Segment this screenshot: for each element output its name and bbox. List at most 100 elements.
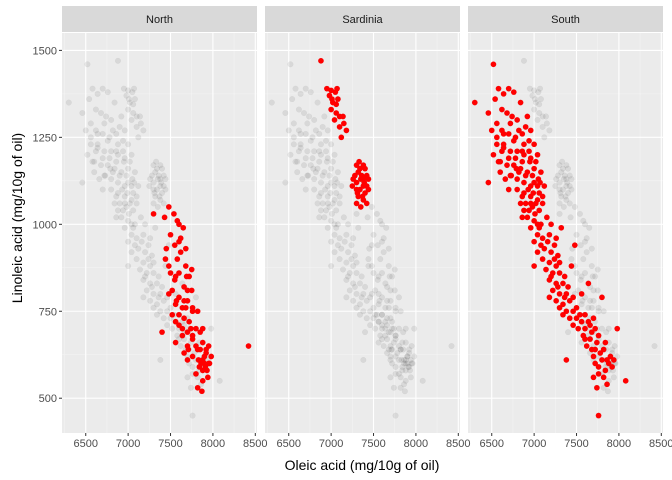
background-point (578, 301, 585, 308)
background-point (329, 200, 336, 207)
highlight-point (179, 325, 186, 332)
highlight-point (163, 245, 170, 252)
highlight-point (527, 158, 533, 165)
highlight-point (519, 148, 526, 155)
background-point (137, 120, 144, 127)
background-point (87, 141, 94, 148)
highlight-point (570, 308, 576, 315)
background-point (353, 210, 360, 217)
background-point (131, 85, 138, 92)
highlight-point (324, 85, 330, 92)
highlight-point (201, 353, 208, 360)
background-point (114, 151, 122, 158)
background-point (300, 109, 308, 117)
background-point (406, 349, 413, 357)
background-point (391, 287, 398, 294)
highlight-point (539, 235, 546, 242)
background-point (573, 231, 580, 238)
highlight-point (331, 117, 338, 123)
background-point (580, 217, 587, 224)
background-point (157, 182, 164, 190)
highlight-point (172, 273, 179, 280)
highlight-point (189, 332, 196, 339)
background-point (129, 89, 136, 96)
background-point (135, 182, 142, 190)
highlight-point (494, 141, 500, 148)
background-point (356, 311, 364, 318)
background-point (581, 269, 589, 277)
highlight-point (505, 131, 512, 137)
background-point (387, 356, 394, 364)
highlight-point (541, 183, 548, 189)
background-point (84, 61, 91, 68)
highlight-point (594, 384, 600, 391)
highlight-point (519, 131, 526, 137)
background-point (343, 294, 350, 301)
highlight-point (195, 357, 202, 363)
highlight-point (176, 270, 182, 276)
background-point (581, 294, 589, 301)
highlight-point (490, 151, 497, 158)
background-point (603, 329, 610, 336)
background-point (114, 57, 122, 64)
background-point (385, 329, 392, 336)
highlight-point (507, 120, 514, 127)
highlight-points (318, 58, 372, 210)
background-point (282, 109, 289, 117)
background-point (411, 353, 418, 360)
background-point (558, 193, 565, 200)
background-point (130, 189, 137, 197)
background-point (87, 134, 94, 141)
background-point (336, 256, 343, 263)
background-point (147, 280, 154, 287)
highlight-point (184, 357, 191, 363)
highlight-point (194, 308, 201, 315)
background-point (375, 339, 382, 346)
background-point (150, 304, 157, 311)
highlight-point (504, 110, 510, 116)
highlight-point (179, 332, 186, 339)
background-point (560, 176, 567, 183)
background-point (589, 273, 596, 280)
background-point (378, 294, 386, 301)
background-point (372, 325, 379, 332)
background-point (600, 308, 607, 315)
background-point (150, 290, 157, 297)
background-point (526, 85, 533, 92)
background-point (89, 158, 96, 165)
highlight-point (334, 85, 340, 92)
background-point (384, 297, 391, 304)
background-point (586, 224, 593, 231)
highlight-point (533, 200, 539, 207)
background-point (158, 189, 166, 197)
highlight-point (553, 235, 559, 242)
background-point (113, 214, 120, 221)
background-point (395, 356, 403, 364)
background-point (121, 127, 128, 134)
background-point (113, 130, 120, 137)
background-point (304, 148, 311, 155)
background-point (595, 304, 602, 311)
background-point (389, 318, 396, 325)
background-point (535, 89, 542, 96)
background-point (119, 186, 126, 193)
highlight-point (570, 322, 576, 328)
background-point (363, 297, 370, 304)
background-point (302, 155, 309, 162)
background-point (594, 287, 601, 294)
background-point (336, 193, 343, 200)
background-point (372, 287, 379, 294)
background-point (331, 221, 338, 228)
background-point (121, 182, 128, 190)
background-point (99, 155, 106, 162)
highlight-point (353, 162, 360, 168)
highlight-point (578, 291, 585, 297)
background-point (145, 242, 152, 249)
x-tick-label: 7500 (158, 438, 182, 450)
background-point (405, 363, 412, 370)
background-point (390, 325, 397, 332)
background-point (366, 245, 373, 252)
background-point (387, 315, 394, 322)
background-point (79, 179, 86, 186)
highlight-point (328, 106, 334, 113)
